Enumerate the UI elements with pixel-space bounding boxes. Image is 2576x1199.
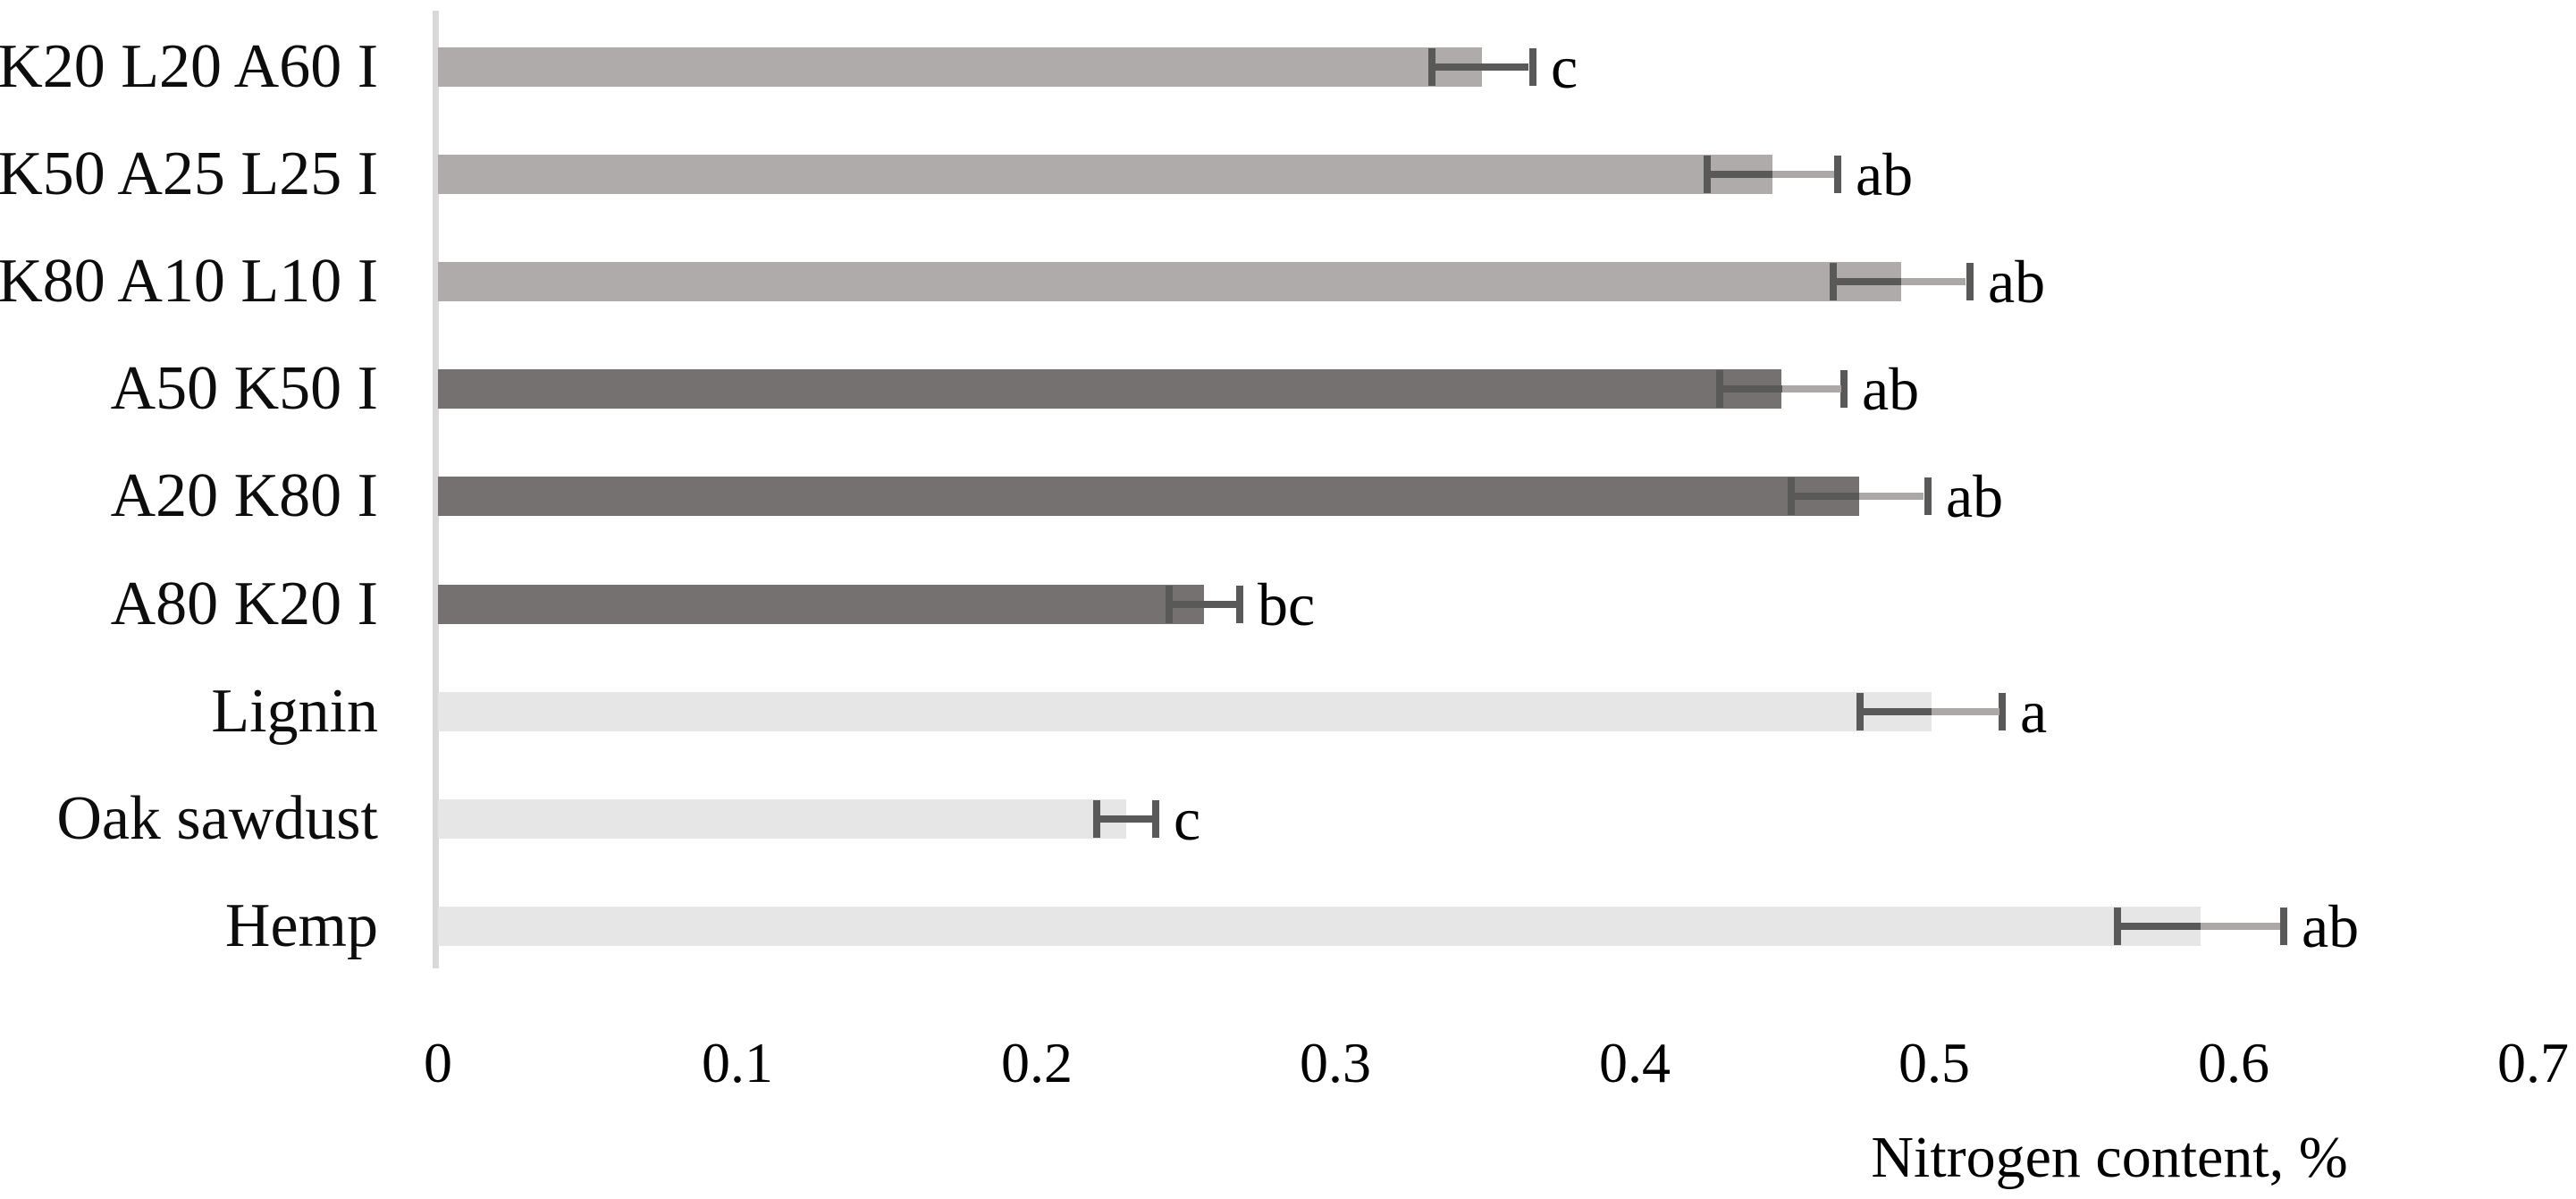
error-bar-line-inner	[1093, 815, 1126, 823]
error-bar-line-inner	[1830, 278, 1901, 286]
category-label: K20 L20 A60 I	[0, 32, 378, 102]
error-bar-cap-plus	[1999, 692, 2006, 730]
bar	[438, 477, 1859, 517]
bar	[438, 691, 1932, 731]
x-tick-label: 0.5	[1898, 1031, 1970, 1094]
x-tick-label: 0.7	[2497, 1031, 2569, 1094]
significance-letter: c	[1174, 784, 1201, 853]
bar	[438, 262, 1901, 302]
error-bar-cap-plus	[1236, 585, 1243, 623]
error-bar-line-outer	[2201, 922, 2280, 930]
error-bar-cap-plus	[1152, 799, 1159, 838]
bar	[438, 47, 1482, 88]
x-tick-label: 0.2	[1001, 1031, 1073, 1094]
error-bar	[1716, 370, 1848, 409]
y-axis-line	[433, 11, 439, 968]
error-bar-cap-plus	[1529, 48, 1536, 87]
error-bar	[1704, 156, 1841, 194]
error-bar-line-inner	[1788, 493, 1859, 501]
bar	[438, 155, 1772, 195]
significance-letter: ab	[2302, 891, 2360, 960]
error-bar-cap-plus	[1840, 370, 1848, 409]
category-label: K50 A25 L25 I	[0, 139, 378, 209]
x-tick-label: 0.1	[702, 1031, 773, 1094]
significance-letter: ab	[1856, 140, 1914, 209]
error-bar	[1856, 692, 2006, 730]
category-label: K80 A10 L10 I	[0, 247, 378, 317]
error-bar-line-outer	[1901, 278, 1966, 286]
significance-letter: bc	[1258, 570, 1316, 638]
error-bar	[1788, 477, 1932, 516]
error-bar	[2114, 907, 2287, 945]
category-label: Lignin	[211, 676, 378, 746]
bar	[438, 906, 2201, 946]
error-bar-line-outer	[1932, 707, 1999, 715]
bar	[438, 798, 1126, 839]
significance-letter: ab	[1988, 248, 2046, 317]
x-tick-label: 0	[424, 1031, 452, 1094]
error-bar-line-inner	[1166, 600, 1205, 608]
error-bar-line-outer	[1859, 493, 1924, 501]
error-bar-line-outer	[1772, 171, 1834, 179]
error-bar-line-outer	[1205, 600, 1237, 608]
category-label: A50 K50 I	[110, 354, 378, 424]
category-label: Hemp	[224, 891, 378, 960]
significance-letter: c	[1551, 33, 1578, 102]
x-axis-title: Nitrogen content, %	[1871, 1125, 2348, 1190]
error-bar	[1830, 263, 1974, 301]
error-bar	[1166, 585, 1243, 623]
error-bar-cap-plus	[1966, 263, 1974, 301]
error-bar	[1428, 48, 1536, 87]
error-bar-cap-plus	[1924, 477, 1932, 516]
error-bar-cap-plus	[2280, 907, 2287, 945]
error-bar-line-inner	[1704, 171, 1772, 179]
error-bar-line-outer	[1782, 385, 1841, 393]
significance-letter: ab	[1946, 462, 2004, 531]
category-label: A80 K20 I	[110, 569, 378, 638]
error-bar-cap-plus	[1834, 156, 1841, 194]
error-bar-line-inner	[2114, 922, 2201, 930]
error-bar-line-outer	[1482, 63, 1528, 72]
error-bar-line-inner	[1428, 63, 1482, 72]
significance-letter: ab	[1862, 355, 1920, 424]
error-bar-line-outer	[1126, 815, 1152, 823]
significance-letter: a	[2020, 677, 2048, 746]
x-tick-label: 0.6	[2198, 1031, 2269, 1094]
error-bar-line-inner	[1716, 385, 1782, 393]
x-tick-label: 0.3	[1300, 1031, 1371, 1094]
bar	[438, 369, 1781, 410]
category-label: A20 K80 I	[110, 461, 378, 531]
category-label: Oak sawdust	[56, 783, 378, 853]
bar	[438, 584, 1204, 624]
x-tick-label: 0.4	[1599, 1031, 1671, 1094]
error-bar	[1093, 799, 1159, 838]
error-bar-line-inner	[1856, 707, 1932, 715]
